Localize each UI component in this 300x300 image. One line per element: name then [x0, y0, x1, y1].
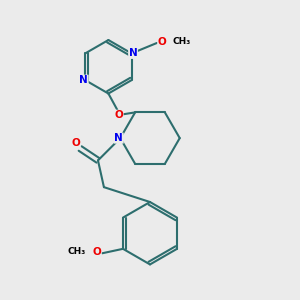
Text: O: O [71, 138, 80, 148]
Text: CH₃: CH₃ [68, 247, 86, 256]
Text: O: O [92, 247, 101, 257]
Text: N: N [80, 75, 88, 85]
Text: O: O [158, 37, 167, 46]
Text: N: N [129, 48, 137, 59]
Text: O: O [114, 110, 123, 120]
Text: N: N [114, 133, 123, 143]
Text: CH₃: CH₃ [172, 37, 190, 46]
